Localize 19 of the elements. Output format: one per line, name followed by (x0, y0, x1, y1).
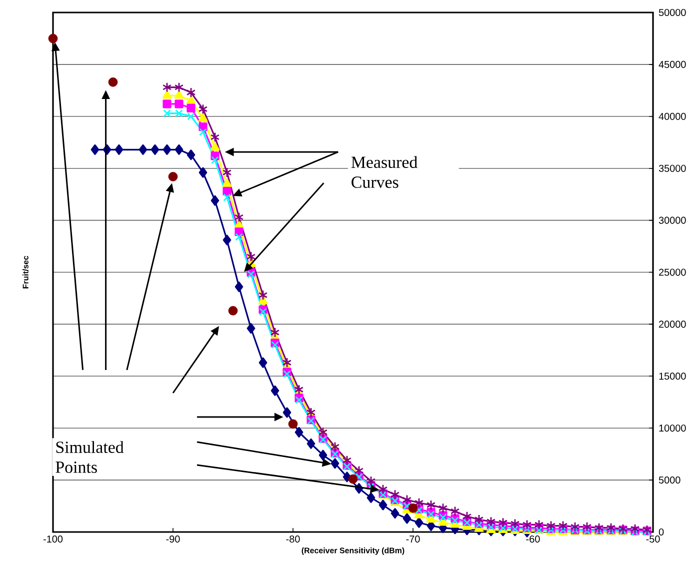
y-tick-label: 40000 (658, 112, 686, 120)
y-tick-label: 30000 (658, 216, 686, 224)
y-tick-label: 20000 (659, 320, 686, 328)
x-tick-label: -80 (286, 536, 300, 543)
y-tick-label: 10000 (659, 424, 686, 432)
x-tick-label: -100 (43, 536, 63, 543)
y-tick-label: 0 (658, 528, 664, 536)
y-tick-label: 5000 (658, 476, 680, 484)
x-tick-label: -90 (166, 536, 180, 543)
x-tick-label: -60 (526, 536, 540, 543)
x-tick-label: -50 (646, 536, 660, 543)
y-tick-label: 15000 (659, 372, 686, 380)
y-tick-label: 35000 (658, 164, 686, 172)
annotation: Simulated Points (56, 441, 124, 473)
y-tick-label: 45000 (658, 60, 686, 68)
y-tick-label: 50000 (658, 8, 686, 16)
annotation: Measured Curves (351, 156, 418, 188)
x-tick-label: -70 (406, 536, 420, 543)
y-tick-label: 25000 (659, 268, 686, 276)
